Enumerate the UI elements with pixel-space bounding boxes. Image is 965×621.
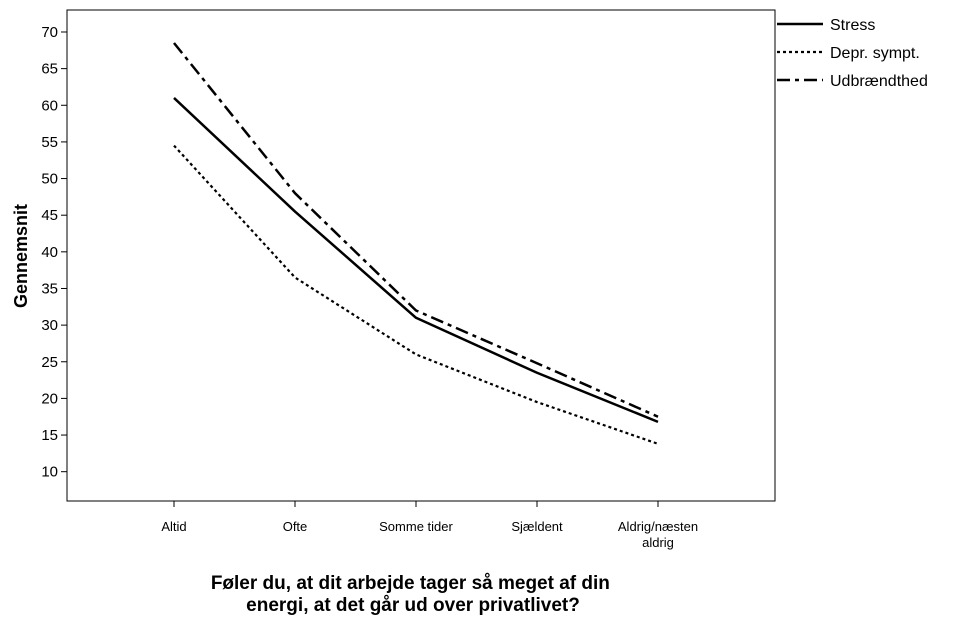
x-tick-label-line: aldrig [642, 535, 674, 550]
y-tick-label: 65 [41, 61, 58, 78]
y-tick-label: 25 [41, 354, 58, 371]
x-tick-label-line: Ofte [283, 519, 308, 534]
series-line-stress [173, 97, 659, 424]
series-line-udbrændthed [173, 42, 659, 418]
y-tick-label: 45 [41, 207, 58, 224]
x-tick-label: Aldrig/næsten aldrig [618, 519, 698, 550]
y-tick-label: 20 [41, 390, 58, 407]
x-tick-label-line: Altid [161, 519, 186, 534]
x-tick-label-line: Aldrig/næsten [618, 519, 698, 534]
legend-label: Stress [830, 17, 875, 34]
legend-label: Udbrændthed [830, 73, 928, 90]
x-axis-title: Føler du, at dit arbejde tager så meget … [211, 573, 615, 616]
x-axis: Altid Ofte Somme tider Sjældent Aldrig/næste… [161, 501, 698, 550]
y-tick-label: 40 [41, 244, 58, 261]
x-tick-label: Somme tider [379, 519, 453, 534]
y-tick-label: 30 [41, 317, 58, 334]
y-tick-label: 50 [41, 171, 58, 188]
y-axis-title: Gennemsnit [11, 204, 31, 308]
x-axis-title-line-1: Føler du, at dit arbejde tager så meget … [211, 573, 610, 594]
x-tick-label: Sjældent [511, 519, 563, 534]
plot-frame [66, 9, 776, 502]
x-axis-title-line-2: energi, at det går ud over privatlivet? [246, 595, 580, 616]
y-tick-label: 15 [41, 427, 58, 444]
y-tick-label: 10 [41, 464, 58, 481]
legend: Stress Depr. sympt. Udbrændthed [777, 17, 928, 90]
y-tick-label: 35 [41, 280, 58, 297]
y-axis: 10 15 20 25 30 35 40 45 50 55 60 65 70 [41, 24, 67, 481]
y-tick-label: 70 [41, 24, 58, 41]
x-tick-label: Altid [161, 519, 186, 534]
series-line-depr-sympt [173, 144, 659, 445]
x-tick-label: Ofte [283, 519, 308, 534]
series-layer [173, 42, 659, 445]
x-tick-label-line: Somme tider [379, 519, 453, 534]
legend-label: Depr. sympt. [830, 45, 920, 62]
y-tick-label: 55 [41, 134, 58, 151]
y-tick-label: 60 [41, 97, 58, 114]
x-tick-label-line: Sjældent [511, 519, 563, 534]
